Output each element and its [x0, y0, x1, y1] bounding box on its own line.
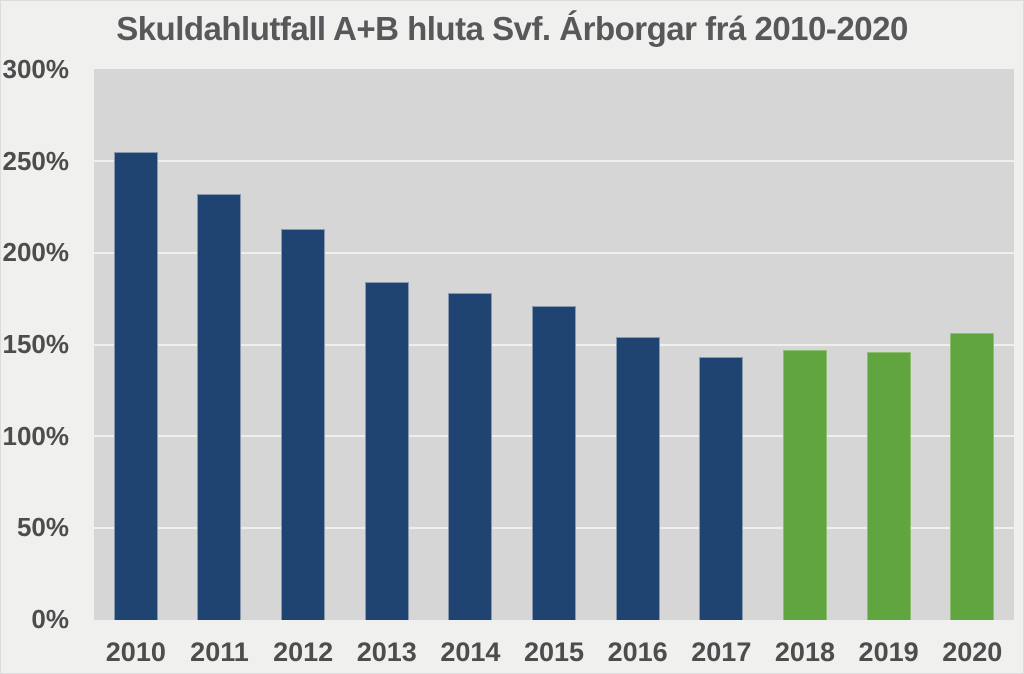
- y-tick-0pct: 0%: [31, 604, 69, 634]
- y-axis: 0% 50% 100% 150% 200% 250% 300%: [1, 55, 70, 633]
- x-label-2015: 2015: [523, 637, 585, 667]
- x-label-2011: 2011: [190, 637, 249, 667]
- x-label-2010: 2010: [105, 637, 166, 667]
- bar-slot-2017: [679, 69, 763, 620]
- bar-2020: [950, 333, 995, 620]
- x-label-2016: 2016: [607, 637, 668, 667]
- gridline-250pct: [94, 159, 1014, 162]
- y-tick-300pct: 300%: [2, 54, 70, 84]
- bar-slot-2011: [178, 69, 262, 620]
- y-tick-50pct: 50%: [16, 512, 69, 543]
- bar-slot-2016: [596, 69, 680, 620]
- bar-2011: [197, 193, 242, 620]
- bar-2017: [699, 357, 744, 620]
- x-label-2017: 2017: [691, 637, 752, 667]
- bar-2018: [782, 350, 827, 620]
- bar-2010: [113, 151, 158, 620]
- x-axis: 2010 2011 2012 2013 2014 2015 2016 2017 2018 2019…: [94, 637, 1014, 667]
- bar-slot-2010: [94, 69, 178, 620]
- bar-slot-2015: [512, 69, 596, 620]
- bar-2015: [532, 305, 577, 620]
- bar-slot-2020: [930, 69, 1014, 620]
- y-tick-150pct: 150%: [2, 329, 70, 359]
- chart-title: Skuldahlutfall A+B hluta Svf. Árborgar f…: [116, 10, 908, 47]
- bar-slot-2012: [261, 69, 345, 620]
- bar-2012: [281, 228, 326, 620]
- bar-2019: [866, 351, 911, 620]
- bar-slot-2014: [429, 69, 513, 620]
- bar-slot-2019: [847, 69, 931, 620]
- plot-area: [94, 69, 1014, 620]
- gridline-200pct: [94, 251, 1014, 254]
- x-label-2012: 2012: [273, 637, 334, 667]
- x-label-2020: 2020: [942, 637, 1003, 667]
- bar-2014: [448, 293, 493, 620]
- bar-series: [94, 69, 1014, 620]
- y-tick-200pct: 200%: [2, 237, 70, 268]
- y-tick-250pct: 250%: [2, 145, 70, 176]
- bar-2013: [364, 282, 409, 620]
- x-label-2014: 2014: [440, 637, 501, 667]
- x-label-2018: 2018: [774, 637, 835, 667]
- bar-slot-2013: [345, 69, 429, 620]
- x-label-2019: 2019: [858, 637, 919, 667]
- bar-slot-2018: [763, 69, 847, 620]
- x-label-2013: 2013: [356, 637, 417, 667]
- bar-2016: [615, 337, 660, 620]
- y-tick-100pct: 100%: [2, 420, 70, 451]
